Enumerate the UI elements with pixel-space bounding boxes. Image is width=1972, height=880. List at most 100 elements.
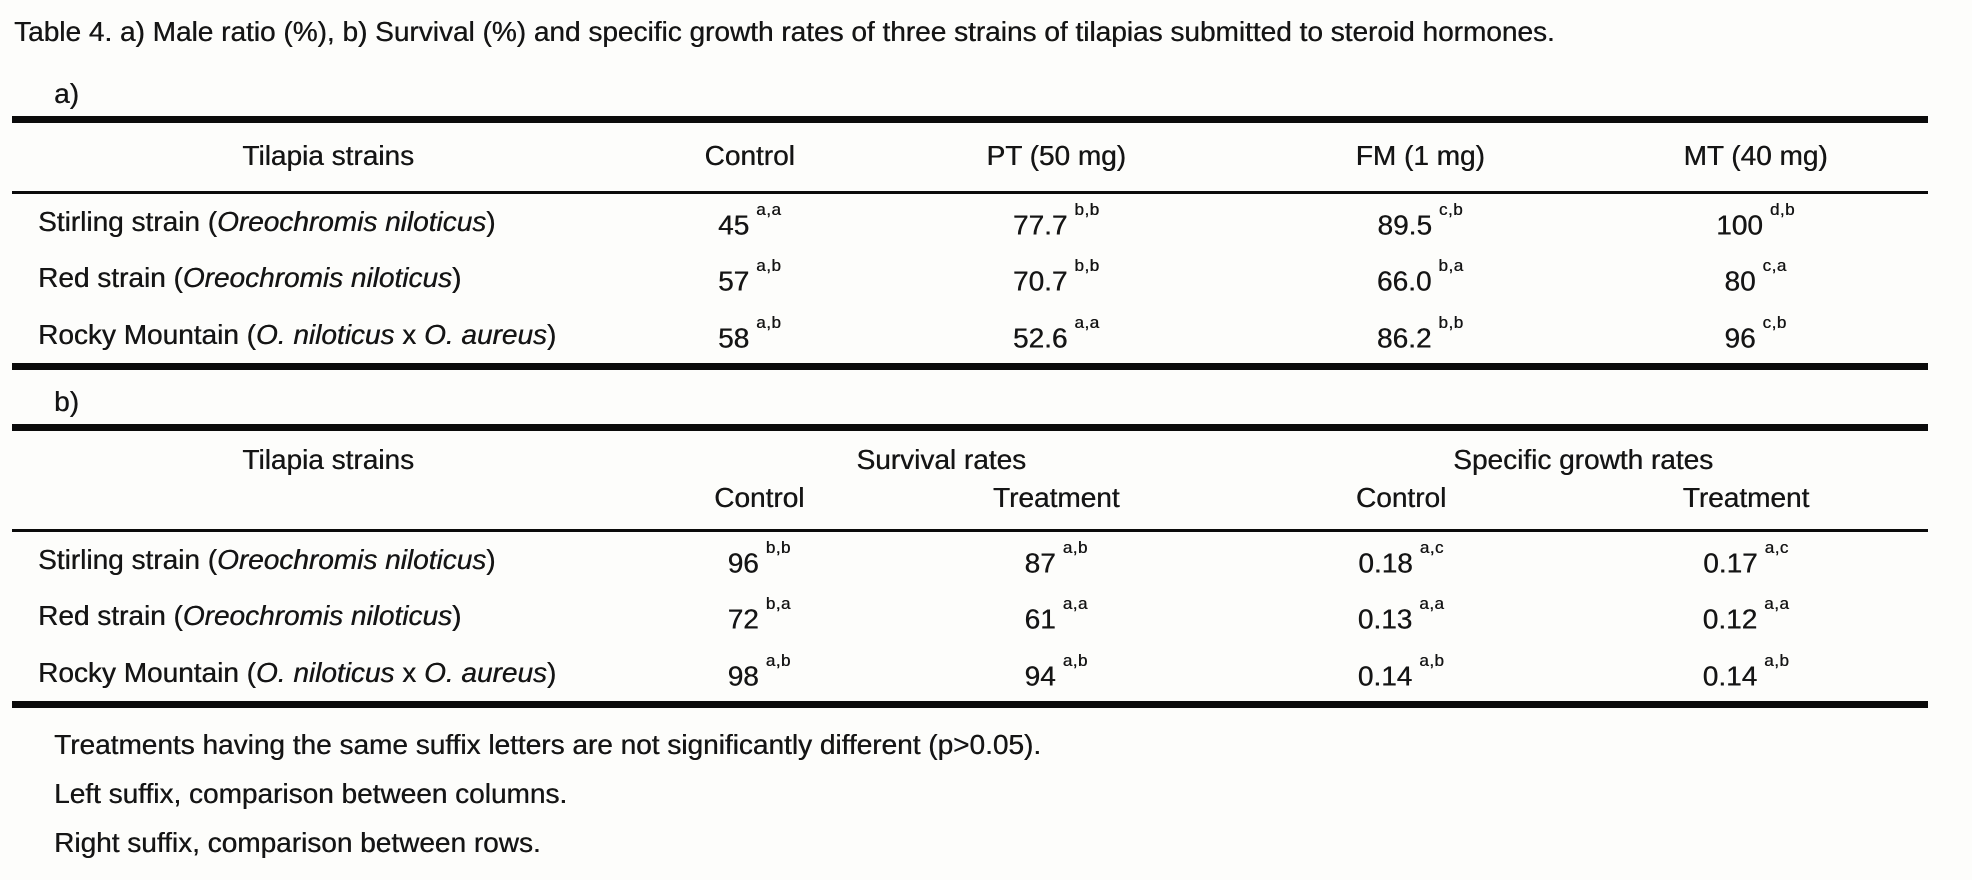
value-cell: 77.7 b,b [855,193,1257,251]
significance-suffix: a,a [1062,594,1088,614]
strain-name: Rocky Mountain ( [38,318,256,350]
header-fm-1mg: FM (1 mg) [1355,140,1485,171]
table-row-rocky-mountain: Rocky Mountain (O. niloticus x O. aureus… [12,307,1928,367]
header-specific-growth-rates: Specific growth rates [1453,443,1714,475]
footnotes: Treatments having the same suffix letter… [54,728,1944,860]
value-cell: 0.14 a,b [1238,645,1564,705]
value-cell: 0.12 a,a [1564,588,1928,644]
header-survival-treatment: Treatment [992,481,1120,513]
value-cell: 45 a,a [644,193,855,251]
significance-suffix: a,b [1419,650,1445,670]
significance-suffix: a,b [756,256,782,276]
strain-name-cell: Red strain (Oreochromis niloticus) [12,250,644,306]
value: 0.17 [1703,547,1758,579]
significance-suffix: b,b [1074,200,1100,219]
significance-suffix: a,c [1764,537,1789,557]
value-cell: 58 a,b [644,307,855,367]
header-pt-50mg: PT (50 mg) [986,140,1126,171]
significance-suffix: b,b [1438,312,1464,332]
table-row-stirling: Stirling strain (Oreochromis niloticus) … [12,193,1928,251]
value: 0.14 [1357,659,1413,691]
value: 87 [1024,547,1056,579]
value: 96 [727,547,759,579]
value: 70.7 [1012,265,1068,297]
value-cell: 96 c,b [1583,307,1928,367]
significance-suffix: a,b [1062,650,1088,670]
table-b-survival-growth: Tilapia strains Survival rates Specific … [12,423,1928,708]
strain-name-suffix: ) [486,206,496,238]
value: 66.0 [1376,265,1432,297]
value-cell: 89.5 c,b [1257,193,1583,251]
table-row-red: Red strain (Oreochromis niloticus) 72 b,a… [12,588,1928,644]
value: 80 [1724,265,1756,297]
value: 89.5 [1377,209,1432,241]
table-a-header-row: Tilapia strains Control PT (50 mg) FM (1… [12,120,1928,193]
value: 98 [727,659,759,691]
footnote-left-suffix: Left suffix, comparison between columns. [54,777,568,809]
significance-suffix: a,b [765,650,791,670]
significance-suffix: d,b [1769,200,1795,219]
significance-suffix: b,a [765,594,791,614]
strain-name-cell: Rocky Mountain (O. niloticus x O. aureus… [12,645,644,705]
value: 0.14 [1702,659,1758,691]
table-caption: Table 4. a) Male ratio (%), b) Survival … [14,16,1555,47]
table-b-group-header-row: Tilapia strains Survival rates Specific … [12,427,1928,479]
species-name: Oreochromis niloticus [216,544,487,576]
value-cell: 61 a,a [874,588,1238,644]
value: 61 [1024,603,1056,635]
significance-suffix: b,b [1074,256,1100,276]
value: 72 [727,603,759,635]
value-cell: 87 a,b [874,530,1238,588]
value-cell: 52.6 a,a [855,307,1257,367]
header-control: Control [704,140,795,171]
value: 94 [1024,659,1056,691]
strain-name-suffix: ) [546,318,557,350]
section-a-label: a) [54,78,79,109]
value-cell: 0.18 a,c [1238,530,1564,588]
strain-name-mid: x [394,656,424,688]
significance-suffix: a,b [1062,537,1088,557]
header-tilapia-strains: Tilapia strains [242,443,414,475]
strain-name: Stirling strain ( [38,206,217,238]
value: 57 [717,265,750,297]
footnote-significance: Treatments having the same suffix letter… [54,728,1041,760]
strain-name: Rocky Mountain ( [38,656,256,688]
strain-name-suffix: ) [451,600,462,632]
value-cell: 57 a,b [644,250,855,306]
strain-name-mid: x [394,318,424,350]
species-name-2: O. aureus [423,656,547,688]
value-cell: 0.14 a,b [1564,645,1928,705]
table-row-red: Red strain (Oreochromis niloticus) 57 a,b… [12,250,1928,306]
strain-name-suffix: ) [486,544,496,576]
significance-suffix: c,a [1762,256,1787,276]
table-a-male-ratio: Tilapia strains Control PT (50 mg) FM (1… [12,116,1928,370]
value: 77.7 [1012,209,1068,241]
value: 58 [717,321,750,353]
value-cell: 86.2 b,b [1257,307,1583,367]
value-cell: 94 a,b [874,645,1238,705]
header-sgr-treatment: Treatment [1682,481,1810,513]
value-cell: 98 a,b [644,645,874,705]
strain-name-suffix: ) [451,262,462,294]
value: 96 [1724,321,1756,353]
header-tilapia-strains: Tilapia strains [242,140,414,171]
value: 52.6 [1012,321,1068,353]
species-name: Oreochromis niloticus [216,206,487,238]
significance-suffix: b,b [765,537,791,557]
value: 45 [717,209,750,241]
strain-name-cell: Rocky Mountain (O. niloticus x O. aureus… [12,307,644,367]
section-b-label: b) [54,385,79,417]
value: 0.13 [1357,603,1413,635]
species-name-2: O. aureus [423,318,547,350]
footnote-right-suffix: Right suffix, comparison between rows. [54,826,541,858]
header-survival-rates: Survival rates [856,443,1027,475]
significance-suffix: a,a [1074,312,1100,332]
value-cell: 80 c,a [1583,250,1928,306]
value-cell: 96 b,b [644,530,874,588]
table-row-rocky-mountain: Rocky Mountain (O. niloticus x O. aureus… [12,645,1928,705]
value: 0.18 [1358,547,1413,579]
species-name: O. niloticus [255,656,395,688]
value-cell: 66.0 b,a [1257,250,1583,306]
significance-suffix: a,a [1764,594,1790,614]
value: 100 [1716,209,1763,241]
